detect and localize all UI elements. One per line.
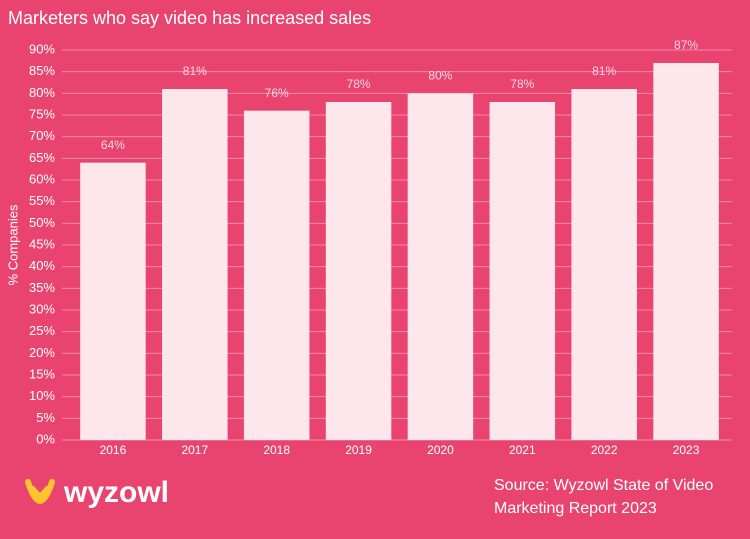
- logo-text: wyzowl: [63, 476, 169, 509]
- y-tick-label: 50%: [29, 215, 55, 230]
- x-tick-label: 2022: [591, 443, 618, 457]
- x-tick-label: 2018: [263, 443, 290, 457]
- value-label: 78%: [510, 77, 534, 91]
- y-tick-label: 25%: [29, 323, 55, 338]
- y-tick-label: 65%: [29, 150, 55, 165]
- y-tick-label: 40%: [29, 258, 55, 273]
- x-tick-label: 2021: [509, 443, 536, 457]
- logo-shape: [25, 479, 55, 504]
- x-tick-label: 2016: [100, 443, 127, 457]
- bar: [80, 162, 146, 440]
- y-tick-label: 20%: [29, 345, 55, 360]
- bar: [653, 63, 719, 440]
- y-tick-label: 5%: [36, 410, 55, 425]
- y-tick-label: 80%: [29, 85, 55, 100]
- x-tick-label: 2019: [345, 443, 372, 457]
- chart-title: Marketers who say video has increased sa…: [8, 8, 371, 28]
- y-tick-label: 90%: [29, 41, 55, 56]
- value-label: 81%: [592, 64, 616, 78]
- logo-shape: [31, 486, 49, 500]
- logo-icon: [25, 479, 55, 504]
- y-tick-label: 10%: [29, 388, 55, 403]
- y-tick-label: 60%: [29, 171, 55, 186]
- y-axis-label: % Companies: [5, 204, 20, 285]
- value-label: 87%: [674, 38, 698, 52]
- value-label: 80%: [428, 69, 452, 83]
- bar: [407, 93, 474, 440]
- value-label: 76%: [265, 86, 289, 100]
- value-label: 81%: [183, 64, 207, 78]
- y-tick-label: 70%: [29, 128, 55, 143]
- x-tick-label: 2023: [673, 443, 700, 457]
- y-tick-label: 0%: [36, 431, 55, 446]
- value-label: 64%: [101, 138, 125, 152]
- bar: [243, 110, 310, 441]
- y-tick-label: 45%: [29, 236, 55, 251]
- source-line: Source: Wyzowl State of Video: [494, 477, 713, 494]
- y-tick-label: 55%: [29, 193, 55, 208]
- y-tick-label: 75%: [29, 106, 55, 121]
- bar: [162, 89, 228, 440]
- y-tick-label: 35%: [29, 280, 55, 295]
- y-tick-label: 15%: [29, 366, 55, 381]
- bar: [489, 102, 556, 440]
- bar: [571, 89, 637, 440]
- source-line: Marketing Report 2023: [494, 500, 657, 517]
- y-tick-label: 85%: [29, 63, 55, 78]
- x-tick-label: 2017: [181, 443, 208, 457]
- bar: [325, 102, 392, 440]
- y-tick-label: 30%: [29, 301, 55, 316]
- value-label: 78%: [347, 77, 371, 91]
- x-tick-label: 2020: [427, 443, 454, 457]
